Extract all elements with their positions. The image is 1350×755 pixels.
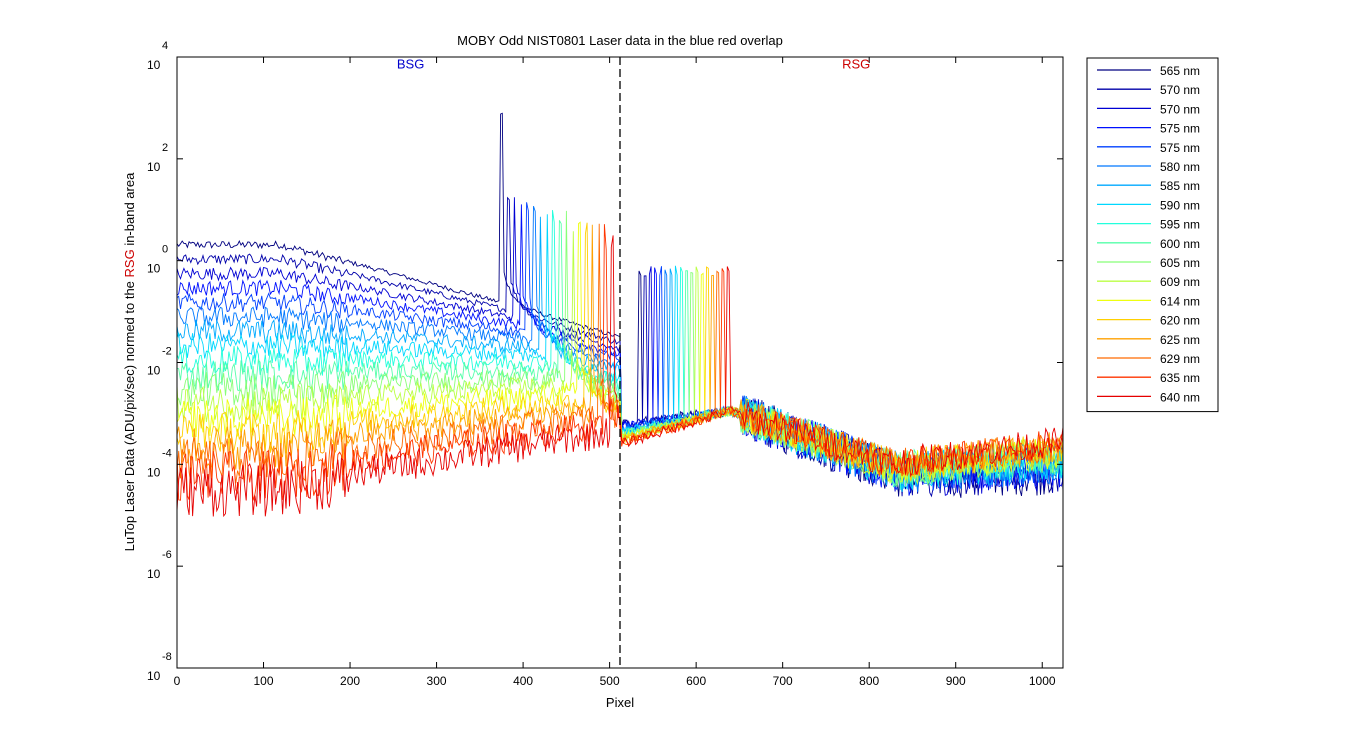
legend-label: 614 nm bbox=[1160, 294, 1200, 308]
legend-label: 580 nm bbox=[1160, 160, 1200, 174]
legend-label: 570 nm bbox=[1160, 83, 1200, 97]
y-tick-label: 10 bbox=[147, 160, 161, 174]
y-axis-label-part-1: LuTop Laser Data (ADU/pix/sec) normed to… bbox=[122, 277, 137, 551]
legend-label: 640 nm bbox=[1160, 390, 1200, 404]
legend-label: 605 nm bbox=[1160, 256, 1200, 270]
legend-label: 565 nm bbox=[1160, 64, 1200, 78]
legend-label: 575 nm bbox=[1160, 122, 1200, 136]
legend-label: 570 nm bbox=[1160, 102, 1200, 116]
y-tick-label: 10 bbox=[147, 465, 161, 479]
y-tick-exponent: -4 bbox=[162, 447, 172, 459]
x-tick-label: 100 bbox=[254, 674, 274, 688]
x-tick-label: 200 bbox=[340, 674, 360, 688]
y-tick-exponent: -6 bbox=[162, 549, 172, 561]
y-tick-label: 10 bbox=[147, 262, 161, 276]
x-tick-label: 900 bbox=[946, 674, 966, 688]
chart-title: MOBY Odd NIST0801 Laser data in the blue… bbox=[457, 33, 783, 48]
y-tick-exponent: 2 bbox=[162, 142, 168, 154]
y-tick-exponent: -2 bbox=[162, 346, 172, 358]
y-tick-exponent: -8 bbox=[162, 651, 172, 663]
x-tick-label: 500 bbox=[600, 674, 620, 688]
x-tick-label: 800 bbox=[859, 674, 879, 688]
legend-label: 600 nm bbox=[1160, 237, 1200, 251]
legend-label: 590 nm bbox=[1160, 198, 1200, 212]
y-axis-label: LuTop Laser Data (ADU/pix/sec) normed to… bbox=[122, 172, 137, 551]
series-line-600-nm bbox=[177, 220, 1063, 487]
x-tick-label: 600 bbox=[686, 674, 706, 688]
y-tick-label: 10 bbox=[147, 58, 161, 72]
y-tick-label: 10 bbox=[147, 669, 161, 683]
y-tick-exponent: 4 bbox=[162, 40, 168, 52]
legend: 565 nm 570 nm 570 nm 575 nm 575 nm 580 nm 585 … bbox=[1086, 57, 1219, 413]
x-tick-label: 700 bbox=[773, 674, 793, 688]
x-axis-label: Pixel bbox=[606, 695, 634, 710]
legend-label: 635 nm bbox=[1160, 371, 1200, 385]
annotation-rsg: RSG bbox=[842, 56, 870, 71]
legend-label: 585 nm bbox=[1160, 179, 1200, 193]
annotation-bsg: BSG bbox=[397, 56, 424, 71]
plot-area: 0 100 200 300 400 500 600 700 800 900 100010-810-6… bbox=[147, 40, 1064, 688]
x-tick-label: 400 bbox=[513, 674, 533, 688]
y-tick-label: 10 bbox=[147, 567, 161, 581]
legend-label: 625 nm bbox=[1160, 333, 1200, 347]
y-axis-label-rsg: RSG bbox=[122, 249, 137, 277]
legend-label: 629 nm bbox=[1160, 352, 1200, 366]
legend-label: 595 nm bbox=[1160, 218, 1200, 232]
x-tick-label: 300 bbox=[427, 674, 447, 688]
x-tick-label: 1000 bbox=[1029, 674, 1056, 688]
legend-label: 575 nm bbox=[1160, 141, 1200, 155]
y-tick-exponent: 0 bbox=[162, 244, 168, 256]
x-tick-label: 0 bbox=[174, 674, 181, 688]
legend-box bbox=[1086, 57, 1219, 413]
legend-label: 609 nm bbox=[1160, 275, 1200, 289]
y-tick-label: 10 bbox=[147, 364, 161, 378]
legend-label: 620 nm bbox=[1160, 314, 1200, 328]
y-axis-label-part-3: in-band area bbox=[122, 172, 137, 249]
